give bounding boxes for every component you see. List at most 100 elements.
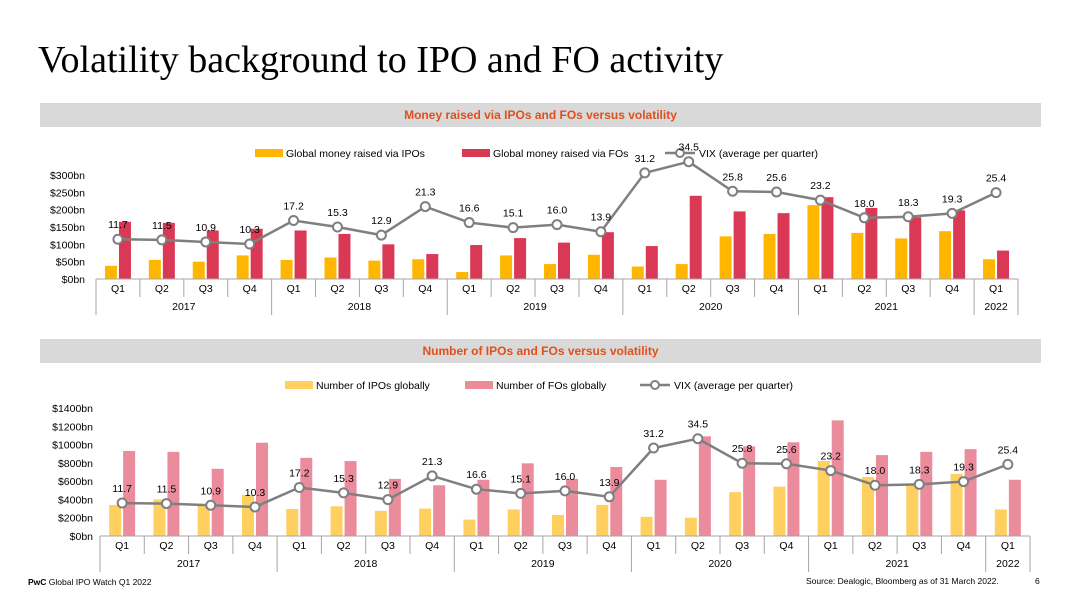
c2-year-label: 2018	[354, 558, 378, 570]
c1-vix-point	[946, 207, 958, 219]
c1-bar-ipo	[851, 232, 864, 279]
c1-y-tick-label: $200bn	[50, 205, 85, 217]
c2-bar-ipo	[596, 504, 609, 536]
c2-x-tick-label: Q4	[248, 540, 262, 552]
c1-x-tick-label: Q2	[857, 283, 871, 295]
c2-x-tick-label: Q4	[602, 540, 616, 552]
c2-vix-point	[293, 481, 305, 493]
c1-year-label: 2020	[699, 301, 723, 313]
c2-bar-fo	[1008, 479, 1021, 536]
c2-x-tick-label: Q1	[292, 540, 306, 552]
c1-y-tick-label: $250bn	[50, 187, 85, 199]
c2-vix-point	[249, 501, 261, 513]
c1-x-tick-label: Q2	[682, 283, 696, 295]
c2-vix-label: 16.0	[555, 471, 576, 483]
c1-vix-point	[858, 212, 870, 224]
c1-vix-label: 12.9	[371, 215, 392, 227]
c2-year-label: 2017	[177, 558, 201, 570]
c2-bar-ipo	[242, 494, 254, 536]
c2-vix-label: 25.8	[732, 443, 753, 455]
c2-vix-point	[825, 465, 837, 477]
c2-bar-ipo	[507, 509, 520, 536]
c1-x-tick-label: Q4	[770, 283, 784, 295]
c2-vix-label: 23.2	[820, 451, 841, 463]
c2-x-tick-label: Q2	[337, 540, 351, 552]
c1-vix-label: 17.2	[283, 201, 304, 213]
c1-legend-label-2: Global money raised via FOs	[493, 148, 628, 160]
c2-vix-point	[780, 458, 792, 470]
c2-x-tick-label: Q1	[824, 540, 838, 552]
c1-bar-fo	[645, 246, 658, 279]
c1-bar-ipo	[456, 272, 469, 279]
c1-vix-point	[156, 234, 168, 246]
c2-bar-ipo	[773, 486, 786, 536]
c2-bar-ipo	[153, 499, 166, 536]
c1-year-label: 2019	[523, 301, 547, 313]
c2-x-tick-label: Q4	[779, 540, 793, 552]
c1-vix-point	[419, 201, 431, 213]
c1-legend-vix-marker	[675, 148, 685, 158]
c1-bar-ipo	[368, 260, 381, 279]
c2-bar-fo	[831, 420, 844, 536]
c2-bar-fo	[256, 442, 268, 536]
c2-x-tick-label: Q3	[912, 540, 926, 552]
c1-vix-label: 19.3	[942, 193, 963, 205]
c2-vix-label: 17.2	[289, 467, 310, 479]
c1-x-tick-label: Q2	[155, 283, 169, 295]
c2-x-tick-label: Q1	[647, 540, 661, 552]
c1-vix-label: 21.3	[415, 187, 436, 199]
c2-bar-ipo	[906, 483, 919, 536]
c1-bar-fo	[821, 197, 834, 279]
c1-bar-ipo	[983, 259, 996, 279]
number-of-deals-chart: Number of IPOs globally Number of FOs glo…	[52, 380, 1031, 572]
c1-bar-fo	[689, 195, 702, 279]
c2-vix-point	[692, 433, 704, 445]
c2-vix-point	[426, 470, 438, 482]
c2-vix-point	[958, 476, 970, 488]
c1-vix-point	[331, 221, 343, 233]
c1-x-tick-label: Q4	[243, 283, 257, 295]
c1-bar-fo	[338, 233, 351, 279]
c2-year-label: 2020	[708, 558, 732, 570]
c1-bar-fo	[997, 250, 1010, 279]
c2-bar-ipo	[109, 504, 122, 536]
c2-legend-vix-marker	[650, 380, 660, 390]
c1-vix-point	[902, 211, 914, 223]
c2-legend-swatch-2	[465, 381, 493, 389]
c2-vix-point	[913, 478, 925, 490]
c2-vix-point	[515, 487, 527, 499]
c1-x-tick-label: Q1	[111, 283, 125, 295]
c2-y-tick-label: $0bn	[70, 531, 94, 543]
c1-bar-fo	[250, 228, 263, 279]
c2-bar-fo	[743, 446, 756, 536]
c2-y-tick-label: $1200bn	[52, 421, 93, 433]
c1-bar-ipo	[763, 233, 776, 279]
c2-vix-label: 10.3	[245, 487, 266, 499]
c1-bar-ipo	[280, 259, 293, 279]
c1-vix-point	[639, 167, 651, 179]
c1-vix-point	[990, 187, 1002, 199]
c2-vix-label: 15.3	[333, 473, 354, 485]
c2-bar-fo	[787, 442, 800, 536]
c2-bar-ipo	[419, 508, 432, 536]
c1-y-tick-label: $50bn	[56, 257, 85, 269]
c2-vix-label: 18.0	[865, 465, 886, 477]
c1-bar-ipo	[587, 254, 600, 279]
c2-x-tick-label: Q2	[514, 540, 528, 552]
c1-vix-point	[814, 194, 826, 206]
c2-y-tick-label: $200bn	[58, 513, 93, 525]
c1-y-tick-label: $100bn	[50, 239, 85, 251]
c1-bar-fo	[514, 238, 527, 279]
c2-bar-fo	[433, 485, 446, 536]
c2-bar-ipo	[374, 510, 387, 536]
c2-vix-point	[603, 491, 615, 503]
c2-bar-fo	[876, 455, 888, 536]
c2-y-tick-label: $1000bn	[52, 440, 93, 452]
c1-x-tick-label: Q3	[199, 283, 213, 295]
c1-bar-fo	[777, 213, 790, 279]
c1-bar-ipo	[148, 259, 161, 279]
c2-legend-label-2: Number of FOs globally	[496, 380, 607, 392]
chart1-title-band: Money raised via IPOs and FOs versus vol…	[40, 103, 1041, 127]
c2-year-label: 2019	[531, 558, 555, 570]
c2-x-tick-label: Q3	[735, 540, 749, 552]
